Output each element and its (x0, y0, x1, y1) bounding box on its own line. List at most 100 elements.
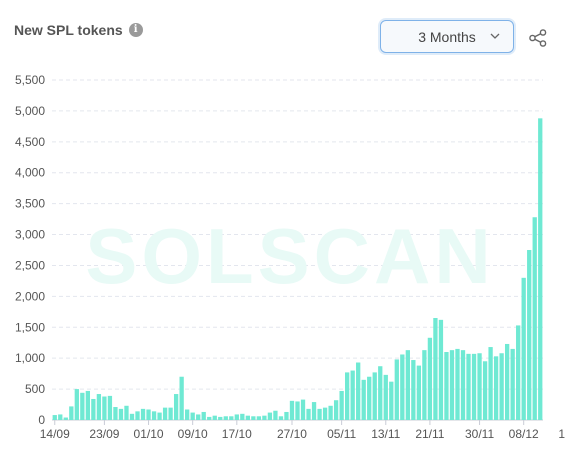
bar[interactable] (317, 408, 322, 420)
bar[interactable] (135, 411, 140, 420)
time-range-value: 3 Months (418, 28, 476, 45)
bar[interactable] (455, 348, 460, 420)
bar[interactable] (52, 415, 57, 420)
bar[interactable] (58, 414, 63, 420)
bar[interactable] (207, 416, 212, 420)
bar[interactable] (262, 415, 267, 420)
bar[interactable] (256, 416, 262, 420)
bar[interactable] (482, 361, 488, 420)
bar[interactable] (350, 370, 355, 420)
x-tick-label: 21/11 (415, 427, 444, 441)
bar[interactable] (295, 401, 300, 420)
bar[interactable] (151, 411, 157, 420)
bar[interactable] (311, 402, 317, 420)
bar[interactable] (405, 350, 410, 420)
share-icon[interactable] (528, 28, 548, 48)
bar[interactable] (427, 337, 433, 420)
bar[interactable] (223, 416, 228, 420)
bar[interactable] (63, 417, 68, 420)
bar[interactable] (267, 412, 273, 420)
bar[interactable] (466, 353, 471, 420)
bar[interactable] (306, 408, 311, 420)
bar[interactable] (477, 353, 482, 420)
bar[interactable] (185, 409, 190, 420)
bar[interactable] (168, 407, 173, 420)
y-tick-label: 0 (38, 413, 45, 427)
bar[interactable] (444, 352, 449, 420)
bar[interactable] (433, 318, 438, 420)
bar[interactable] (196, 414, 201, 420)
bar[interactable] (69, 406, 74, 420)
bar[interactable] (493, 356, 499, 420)
bar[interactable] (113, 407, 118, 420)
bar[interactable] (499, 353, 504, 420)
bar[interactable] (102, 396, 107, 420)
bar[interactable] (322, 407, 328, 420)
x-tick-label: 13/11 (371, 427, 400, 441)
bar[interactable] (356, 362, 361, 420)
bar[interactable] (74, 389, 79, 420)
bar[interactable] (521, 277, 526, 420)
bar[interactable] (229, 416, 234, 420)
bar[interactable] (118, 408, 124, 420)
bar[interactable] (438, 319, 444, 420)
bar[interactable] (179, 376, 184, 420)
bar[interactable] (245, 415, 250, 420)
bar[interactable] (251, 416, 256, 420)
bar[interactable] (488, 347, 493, 420)
bar[interactable] (201, 411, 206, 420)
bar[interactable] (333, 400, 339, 420)
bar[interactable] (460, 350, 466, 420)
bar[interactable] (383, 374, 388, 420)
bar[interactable] (96, 394, 102, 420)
bar[interactable] (157, 412, 162, 420)
bar[interactable] (504, 343, 510, 420)
bar[interactable] (378, 366, 383, 420)
bar[interactable] (129, 413, 135, 420)
bar[interactable] (400, 354, 405, 420)
bar[interactable] (510, 348, 515, 420)
time-range-dropdown[interactable]: 3 Months (380, 20, 514, 53)
info-icon[interactable]: i (128, 23, 143, 37)
bar[interactable] (345, 372, 350, 420)
watermark: SOLSCAN (85, 212, 494, 300)
bar[interactable] (107, 395, 113, 420)
bar[interactable] (361, 379, 366, 420)
bar[interactable] (124, 405, 129, 420)
bar[interactable] (140, 408, 146, 420)
bar[interactable] (80, 392, 85, 420)
bar[interactable] (339, 390, 344, 420)
bar[interactable] (516, 325, 521, 420)
bar[interactable] (527, 250, 532, 420)
bar[interactable] (532, 217, 537, 420)
bar[interactable] (422, 350, 427, 420)
bar[interactable] (146, 409, 151, 420)
bar[interactable] (218, 416, 223, 420)
bar[interactable] (367, 376, 372, 420)
bar[interactable] (300, 399, 306, 420)
y-tick-label: 4,000 (15, 166, 45, 180)
bar[interactable] (85, 390, 91, 420)
x-tick-label: 27/10 (277, 427, 307, 441)
bar[interactable] (389, 381, 394, 420)
bar[interactable] (273, 410, 278, 420)
bar[interactable] (411, 360, 416, 420)
bar[interactable] (212, 415, 217, 420)
bar[interactable] (394, 359, 399, 420)
bar[interactable] (328, 405, 333, 420)
bar[interactable] (234, 414, 239, 420)
bar[interactable] (173, 394, 179, 420)
bar[interactable] (289, 400, 295, 420)
bar[interactable] (449, 350, 455, 420)
bar[interactable] (240, 413, 245, 420)
bar[interactable] (372, 372, 377, 420)
bar[interactable] (538, 118, 543, 420)
bar[interactable] (471, 353, 477, 420)
bar[interactable] (416, 365, 422, 420)
bar[interactable] (278, 416, 284, 420)
bar[interactable] (284, 411, 289, 420)
bar[interactable] (162, 407, 168, 420)
bar[interactable] (190, 412, 195, 420)
bar[interactable] (91, 398, 96, 420)
